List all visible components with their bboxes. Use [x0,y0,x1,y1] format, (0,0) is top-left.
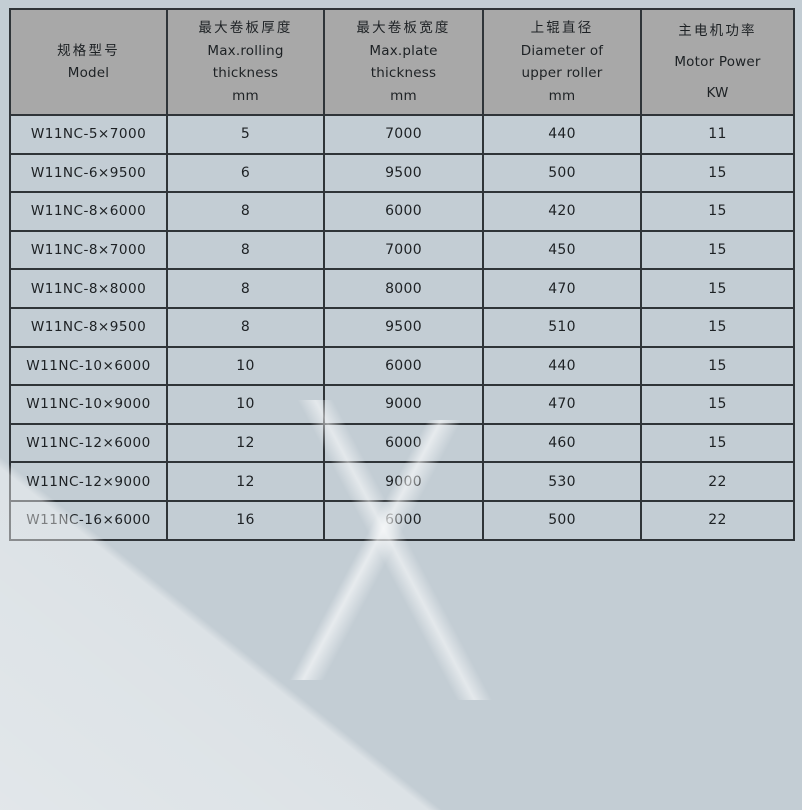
cell-width: 9000 [323,384,484,425]
cell-thickness: 8 [166,306,325,348]
cell-model: W11NC-8×6000 [9,191,168,232]
table-header: 规格型号 Model 最大卷板厚度 Max.rolling thickness … [9,8,795,116]
cell-roller: 440 [482,345,642,387]
cell-width: 6000 [323,345,484,387]
cell-thickness: 12 [166,422,325,464]
cell-width: 9500 [323,306,484,348]
cell-model: W11NC-12×6000 [9,422,168,464]
cell-model: W11NC-16×6000 [9,499,168,541]
cell-model: W11NC-12×9000 [9,461,168,502]
table-row: W11NC-10×9000 10 9000 470 15 [9,384,795,425]
cell-width: 8000 [323,268,484,309]
cell-thickness: 8 [166,229,325,271]
cell-power: 15 [640,345,795,387]
column-header-power-en-0: Motor Power [674,53,761,70]
cell-power: 15 [640,268,795,309]
cell-power: 22 [640,461,795,502]
cell-thickness: 6 [166,152,325,194]
cell-roller: 450 [482,229,642,271]
cell-model: W11NC-6×9500 [9,152,168,194]
table-row: W11NC-8×6000 8 6000 420 15 [9,191,795,232]
cell-width: 9000 [323,461,484,502]
cell-width: 7000 [323,229,484,271]
cell-roller: 470 [482,268,642,309]
cell-model: W11NC-10×6000 [9,345,168,387]
cell-power: 15 [640,152,795,194]
column-header-width-unit: mm [390,87,417,104]
cell-power: 15 [640,229,795,271]
cell-roller: 460 [482,422,642,464]
cell-roller: 530 [482,461,642,502]
cell-roller: 470 [482,384,642,425]
cell-power: 15 [640,422,795,464]
table-row: W11NC-6×9500 6 9500 500 15 [9,152,795,194]
table-body: W11NC-5×7000 5 7000 440 11 W11NC-6×9500 6 9500 5… [9,114,795,541]
column-header-roller-cn: 上辊直径 [530,20,594,36]
cell-model: W11NC-8×8000 [9,268,168,309]
cell-thickness: 16 [166,499,325,541]
cell-width: 6000 [323,422,484,464]
column-header-width-en-0: Max.plate [369,42,438,59]
cell-roller: 500 [482,499,642,541]
column-header-roller-en-0: Diameter of [520,42,604,59]
cell-power: 15 [640,384,795,425]
column-header-model-cn: 规格型号 [57,42,120,59]
column-header-model-en-0: Model [67,65,110,81]
cell-model: W11NC-10×9000 [9,384,168,425]
column-header-width: 最大卷板宽度 Max.plate thickness mm [323,8,484,116]
column-header-width-en-1: thickness [370,65,437,81]
column-header-thickness-cn: 最大卷板厚度 [198,20,293,36]
cell-thickness: 8 [166,191,325,232]
table-row: W11NC-8×8000 8 8000 470 15 [9,268,795,309]
cell-thickness: 5 [166,114,325,155]
table-row: W11NC-8×9500 8 9500 510 15 [9,306,795,348]
column-header-thickness-unit: mm [232,87,259,104]
cell-thickness: 10 [166,345,325,387]
column-header-model: 规格型号 Model [9,8,168,116]
cell-width: 9500 [323,152,484,194]
column-header-roller-unit: mm [548,87,576,104]
column-header-roller-en-1: upper roller [521,65,603,81]
cell-power: 11 [640,114,795,155]
column-header-power-unit: KW [706,84,729,101]
column-header-power: 主电机功率 Motor Power KW [640,8,795,116]
table-row: W11NC-10×6000 10 6000 440 15 [9,345,795,387]
cell-model: W11NC-5×7000 [9,114,168,155]
column-header-power-cn: 主电机功率 [678,22,757,39]
cell-model: W11NC-8×9500 [9,306,168,348]
column-header-roller: 上辊直径 Diameter of upper roller mm [482,8,642,116]
cell-roller: 500 [482,152,642,194]
cell-thickness: 12 [166,461,325,502]
cell-thickness: 10 [166,384,325,425]
table-row: W11NC-8×7000 8 7000 450 15 [9,229,795,271]
table-row: W11NC-16×6000 16 6000 500 22 [9,499,795,541]
cell-width: 6000 [323,191,484,232]
column-header-thickness: 最大卷板厚度 Max.rolling thickness mm [166,8,325,116]
cell-width: 6000 [323,499,484,541]
specification-table: 规格型号 Model 最大卷板厚度 Max.rolling thickness … [9,8,795,541]
header-row: 规格型号 Model 最大卷板厚度 Max.rolling thickness … [9,8,795,116]
cell-power: 15 [640,191,795,232]
table-row: W11NC-12×6000 12 6000 460 15 [9,422,795,464]
cell-roller: 510 [482,306,642,348]
cell-roller: 440 [482,114,642,155]
table-row: W11NC-5×7000 5 7000 440 11 [9,114,795,155]
column-header-thickness-en-1: thickness [212,65,279,81]
column-header-thickness-en-0: Max.rolling [207,42,284,59]
cell-thickness: 8 [166,268,325,309]
cell-roller: 420 [482,191,642,232]
cell-width: 7000 [323,114,484,155]
cell-power: 22 [640,499,795,541]
cell-model: W11NC-8×7000 [9,229,168,271]
column-header-width-cn: 最大卷板宽度 [356,20,451,36]
table-row: W11NC-12×9000 12 9000 530 22 [9,461,795,502]
cell-power: 15 [640,306,795,348]
